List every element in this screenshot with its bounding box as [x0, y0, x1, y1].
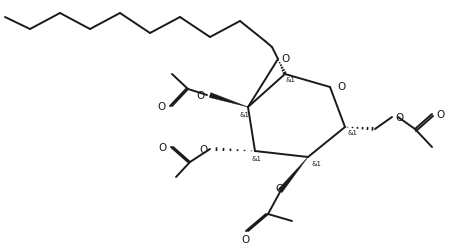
Text: O: O — [395, 113, 403, 122]
Text: O: O — [276, 183, 284, 193]
Text: O: O — [158, 102, 166, 112]
Text: O: O — [436, 110, 444, 119]
Text: &1: &1 — [252, 155, 262, 161]
Text: &1: &1 — [239, 112, 249, 117]
Text: O: O — [159, 142, 167, 152]
Text: &1: &1 — [286, 77, 296, 83]
Text: O: O — [197, 91, 205, 101]
Text: &1: &1 — [312, 160, 322, 166]
Polygon shape — [278, 158, 308, 193]
Text: &1: &1 — [348, 130, 358, 136]
Text: O: O — [241, 234, 249, 244]
Text: O: O — [281, 54, 289, 64]
Polygon shape — [209, 93, 248, 108]
Text: O: O — [200, 144, 208, 154]
Text: O: O — [337, 82, 345, 92]
